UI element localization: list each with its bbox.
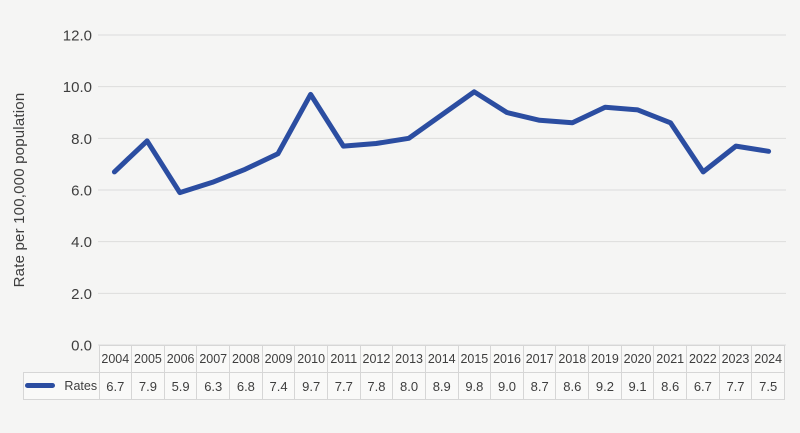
value-cell: 8.6 bbox=[653, 372, 688, 400]
value-cell: 9.0 bbox=[490, 372, 524, 400]
year-header-cell: 2023 bbox=[718, 345, 753, 373]
year-header-cell: 2006 bbox=[163, 345, 198, 373]
year-header-cell: 2014 bbox=[424, 345, 459, 373]
year-header-cell: 2009 bbox=[261, 345, 296, 373]
value-cell: 6.7 bbox=[98, 372, 133, 400]
value-cell: 9.7 bbox=[294, 372, 328, 400]
y-axis-tick-labels: 0.0 2.0 4.0 6.0 8.0 10.0 12.0 bbox=[63, 28, 92, 355]
legend-label: Rates bbox=[64, 379, 98, 393]
value-cell: 7.4 bbox=[261, 372, 296, 400]
year-header-cell: 2004 bbox=[98, 345, 133, 373]
value-cell: 8.6 bbox=[555, 372, 590, 400]
year-header-cell: 2016 bbox=[490, 345, 524, 373]
year-header-cell: 2020 bbox=[620, 345, 655, 373]
rates-series-swatch-icon bbox=[25, 383, 56, 389]
y-axis-title: Rate per 100,000 population bbox=[11, 93, 28, 288]
value-cell: 8.9 bbox=[424, 372, 459, 400]
y-tick-label: 12.0 bbox=[63, 28, 92, 45]
value-cell: 8.7 bbox=[522, 372, 557, 400]
value-cell: 7.8 bbox=[359, 372, 394, 400]
y-tick-label: 2.0 bbox=[71, 286, 92, 303]
year-header-cell: 2022 bbox=[686, 345, 720, 373]
year-header-cell: 2013 bbox=[392, 345, 426, 373]
year-header-cell: 2019 bbox=[588, 345, 622, 373]
y-tick-label: 10.0 bbox=[63, 79, 92, 96]
value-cell: 7.5 bbox=[751, 372, 785, 400]
year-header-cell: 2005 bbox=[131, 345, 165, 373]
value-cell: 7.9 bbox=[131, 372, 165, 400]
rates-series-line bbox=[111, 89, 772, 196]
value-cell: 9.1 bbox=[620, 372, 655, 400]
year-header-cell: 2015 bbox=[457, 345, 492, 373]
legend-cell: Rates bbox=[23, 372, 100, 400]
y-tick-label: 0.0 bbox=[71, 338, 92, 355]
value-cell: 9.8 bbox=[457, 372, 492, 400]
year-header-cell: 2024 bbox=[751, 345, 785, 373]
year-header-cell: 2007 bbox=[196, 345, 231, 373]
gridlines bbox=[98, 34, 786, 346]
chart-data-table: 2004 2005 2006 2007 2008 2009 2010 2011 2012 2013… bbox=[23, 345, 785, 400]
value-cell: 5.9 bbox=[163, 372, 198, 400]
value-cell: 6.3 bbox=[196, 372, 231, 400]
value-cell: 9.2 bbox=[588, 372, 622, 400]
value-cell: 6.8 bbox=[229, 372, 263, 400]
rates-value-row: Rates 6.7 7.9 5.9 6.3 6.8 7.4 9.7 7.7 7.8 8.0 8.9 9.… bbox=[23, 372, 785, 400]
year-header-cell: 2018 bbox=[555, 345, 590, 373]
y-tick-label: 6.0 bbox=[71, 183, 92, 200]
table-corner-cell bbox=[24, 346, 100, 373]
y-tick-label: 8.0 bbox=[71, 131, 92, 148]
value-cell: 8.0 bbox=[392, 372, 426, 400]
year-header-cell: 2008 bbox=[229, 345, 263, 373]
year-header-cell: 2017 bbox=[522, 345, 557, 373]
value-cell: 7.7 bbox=[326, 372, 361, 400]
value-cell: 7.7 bbox=[718, 372, 753, 400]
value-cell: 6.7 bbox=[686, 372, 720, 400]
year-header-row: 2004 2005 2006 2007 2008 2009 2010 2011 2012 2013… bbox=[24, 345, 785, 373]
year-header-cell: 2012 bbox=[359, 345, 394, 373]
year-header-cell: 2011 bbox=[326, 345, 361, 373]
year-header-cell: 2010 bbox=[294, 345, 328, 373]
year-header-cell: 2021 bbox=[653, 345, 688, 373]
y-tick-label: 4.0 bbox=[71, 234, 92, 251]
